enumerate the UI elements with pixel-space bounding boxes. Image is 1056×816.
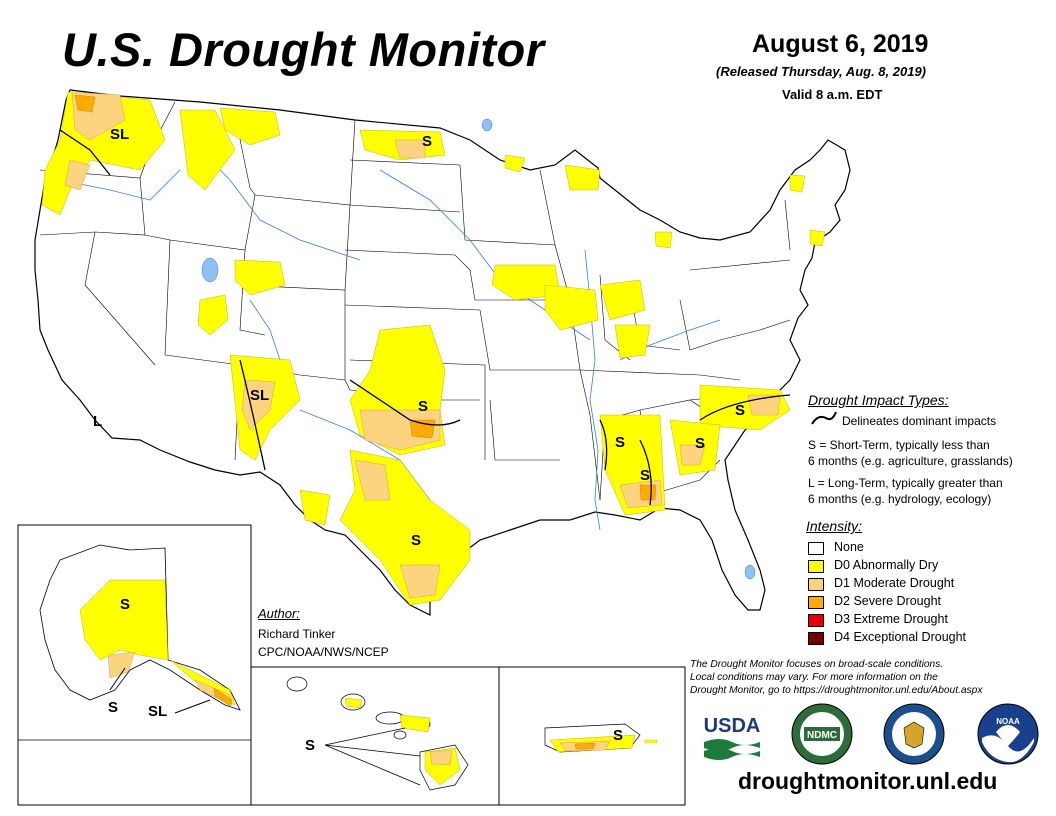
map-title: U.S. Drought Monitor bbox=[62, 23, 545, 76]
commerce-seal-icon bbox=[883, 703, 945, 765]
hawaii-d1 bbox=[429, 749, 453, 766]
label-l-california: L bbox=[93, 413, 102, 430]
author-title: Author: bbox=[258, 606, 300, 621]
impact-line-sample-icon bbox=[811, 411, 837, 425]
swatch-d1 bbox=[808, 578, 824, 591]
label-s-north-dakota: S bbox=[422, 133, 432, 150]
puerto-rico-inset-frame bbox=[498, 666, 686, 806]
author-name: Richard Tinker bbox=[258, 627, 336, 641]
puerto-rico-d2 bbox=[574, 742, 596, 750]
impact-lines bbox=[59, 129, 791, 506]
ndmc-logo: NDMC bbox=[791, 703, 853, 765]
release-date: (Released Thursday, Aug. 8, 2019) bbox=[716, 64, 926, 79]
lake-okeechobee bbox=[744, 564, 756, 580]
label-s-georgia-east: S bbox=[695, 435, 705, 452]
usda-logo-text: USDA bbox=[704, 715, 761, 737]
alaska-inset-frame bbox=[17, 524, 252, 806]
intensity-legend-title: Intensity: bbox=[806, 518, 863, 534]
label-s-alaska-south: S bbox=[108, 699, 118, 716]
lake-north bbox=[481, 118, 493, 132]
drought-monitor-url[interactable]: droughtmonitor.unl.edu bbox=[738, 768, 998, 794]
alaska-impact-lines bbox=[109, 667, 211, 714]
impact-legend-l-line2: 6 months (e.g. hydrology, ecology) bbox=[808, 492, 992, 506]
label-sl-new-mexico: SL bbox=[250, 387, 269, 404]
alaska-d2 bbox=[213, 687, 233, 707]
label-s-hawaii: S bbox=[305, 737, 315, 754]
label-sl-alaska: SL bbox=[148, 703, 167, 720]
label-s-texas: S bbox=[411, 532, 421, 549]
swatch-d2 bbox=[808, 596, 824, 609]
swatch-label-d2: D2 Severe Drought bbox=[834, 594, 942, 608]
puerto-rico-islet bbox=[644, 739, 658, 744]
label-s-alaska: S bbox=[120, 596, 130, 613]
map-date: August 6, 2019 bbox=[752, 30, 929, 58]
swatch-label-d1: D1 Moderate Drought bbox=[834, 576, 955, 590]
swatch-label-d3: D3 Extreme Drought bbox=[834, 612, 948, 626]
swatch-label-none: None bbox=[834, 540, 864, 554]
label-s-puerto-rico: S bbox=[613, 727, 623, 744]
alaska-d1 bbox=[107, 651, 233, 706]
impact-legend-title: Drought Impact Types: bbox=[808, 392, 949, 408]
d2-areas bbox=[74, 94, 657, 501]
label-s-oklahoma: S bbox=[418, 398, 428, 415]
drought-monitor-note: The Drought Monitor focuses on broad-sca… bbox=[690, 658, 1050, 697]
noaa-logo-text: NOAA bbox=[996, 717, 1020, 726]
note-line-3: Drought Monitor, go to https://droughtmo… bbox=[690, 685, 983, 696]
swatch-label-d4: D4 Exceptional Drought bbox=[834, 630, 967, 644]
label-s-carolinas: S bbox=[735, 402, 745, 419]
hawaii-pointer-lines bbox=[324, 727, 421, 786]
author-org: CPC/NOAA/NWS/NCEP bbox=[258, 645, 389, 659]
alaska-d0 bbox=[79, 579, 236, 706]
swatch-d4 bbox=[808, 632, 824, 645]
valid-time: Valid 8 a.m. EDT bbox=[782, 87, 883, 102]
impact-legend-s-line1: S = Short-Term, typically less than bbox=[808, 438, 990, 452]
hawaii-d0 bbox=[344, 697, 461, 786]
note-line-1: The Drought Monitor focuses on broad-sca… bbox=[690, 659, 944, 670]
impact-legend-s-line2: 6 months (e.g. agriculture, grasslands) bbox=[808, 454, 1013, 468]
swatch-none bbox=[808, 542, 824, 555]
label-s-alabama-west: S bbox=[615, 434, 625, 451]
swatch-d3 bbox=[808, 614, 824, 627]
label-sl-northwest: SL bbox=[110, 126, 129, 143]
impact-legend-l-line1: L = Long-Term, typically greater than bbox=[808, 476, 1003, 490]
label-s-georgia: S bbox=[640, 467, 650, 484]
impact-legend-delineates: Delineates dominant impacts bbox=[842, 414, 997, 428]
note-line-2: Local conditions may vary. For more info… bbox=[690, 672, 938, 683]
noaa-logo: NOAA bbox=[977, 703, 1039, 765]
great-salt-lake bbox=[201, 257, 219, 283]
swatch-d0 bbox=[808, 560, 824, 573]
usda-logo: USDA bbox=[704, 715, 761, 760]
ndmc-logo-text: NDMC bbox=[807, 730, 837, 741]
swatch-label-d0: D0 Abnormally Dry bbox=[834, 558, 939, 572]
